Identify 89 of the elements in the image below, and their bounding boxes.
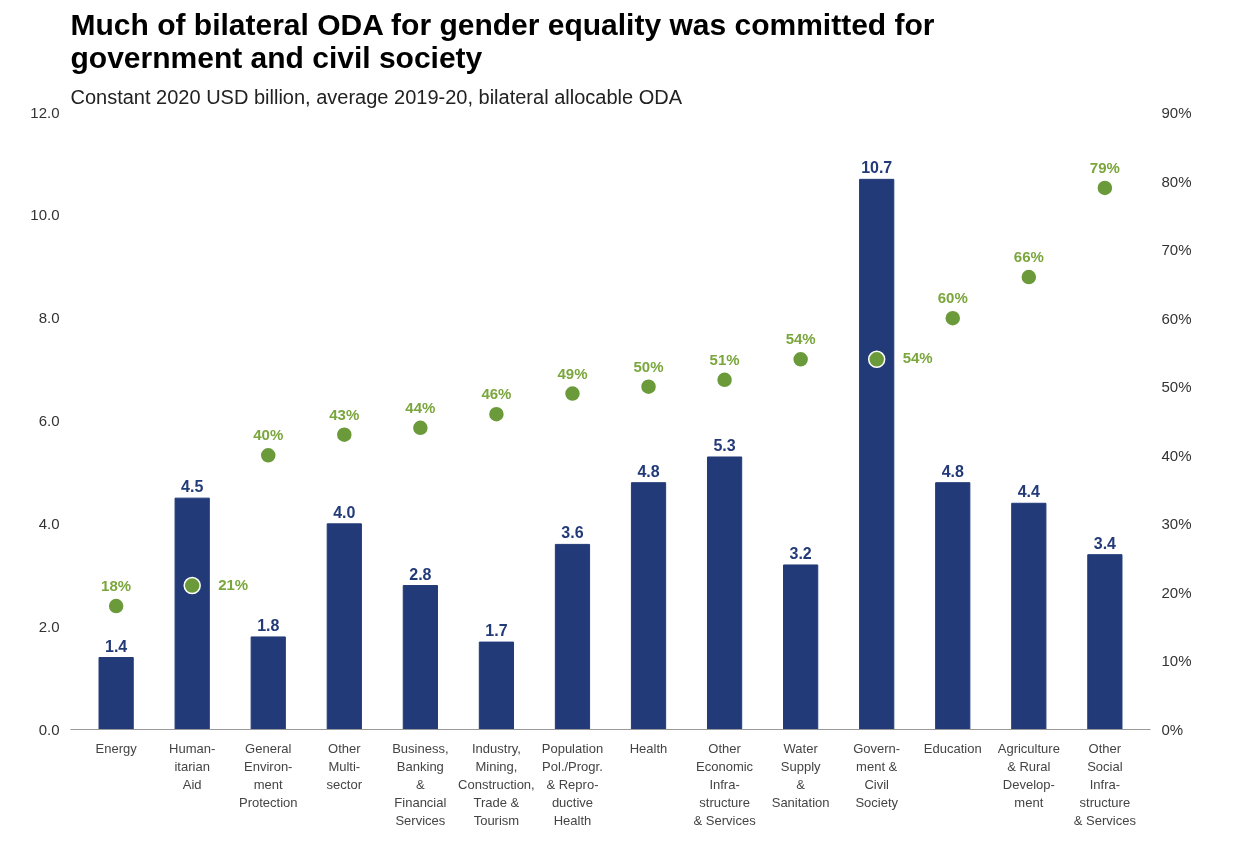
data-label: 21% [218,575,249,593]
point [563,384,582,403]
y2-tick-label: 80% [1161,172,1192,190]
data-label: 44% [405,398,436,416]
bar [783,564,819,730]
y-tick-label: 2.0 [38,617,60,635]
data-label: 50% [633,357,664,375]
data-label: 4.0 [333,503,356,521]
y2-tick-label: 30% [1161,515,1192,533]
data-label: 1.8 [257,616,280,634]
x-tick-label: General Environ- ment Protection [238,740,298,810]
data-label: 49% [557,364,588,382]
data-label: 18% [101,577,132,595]
data-label: 51% [709,350,740,368]
x-tick-label: Business, Banking & Financial Services [392,740,449,828]
data-label: 10.7 [861,159,893,177]
bar [1087,554,1123,730]
data-label: 1.7 [485,622,508,640]
point [639,377,658,396]
point [1096,179,1114,197]
y-tick-label: 0.0 [38,720,60,738]
point [107,597,125,615]
y2-tick-label: 0% [1161,721,1184,738]
bar [935,482,971,730]
bar [1011,502,1047,730]
data-label: 60% [937,289,968,307]
point [715,371,734,389]
data-label: 4.8 [941,462,964,480]
data-label: 1.4 [105,637,128,655]
data-label: 4.8 [637,462,660,480]
data-label: 5.3 [713,436,736,454]
data-label: 46% [481,385,512,403]
x-tick-label: Water Supply & Sanitation [771,740,830,810]
y-tick-label: 8.0 [38,309,60,327]
data-label: 4.5 [181,478,204,496]
bar [174,497,210,730]
bar [402,585,438,730]
y2-tick-label: 70% [1161,241,1192,259]
y-tick-label: 12.0 [30,103,60,121]
bar [706,456,743,730]
x-tick-label: Govern- ment & Civil Society [853,740,901,810]
point [259,446,277,465]
y-tick-label: 6.0 [38,412,60,429]
x-tick-label: Health [629,740,668,756]
x-tick-label: Population Pol./Progr. & Repro- ductive Health [541,740,604,828]
bar [478,641,515,730]
x-tick-label: Other Multi- sector [326,740,363,792]
x-tick-label: Other Economic Infra- structure & Services [693,740,757,828]
data-label: 54% [902,349,933,367]
data-label: 43% [329,405,360,423]
y2-tick-label: 50% [1161,378,1192,396]
point [411,419,430,437]
y2-tick-label: 40% [1161,446,1192,464]
bar [859,178,895,730]
data-label: 40% [253,426,284,444]
x-tick-label: Human- itarian Aid [169,740,216,792]
data-label: 54% [785,330,816,348]
x-tick-label: Agriculture & Rural Develop- ment [997,740,1060,810]
point [487,405,506,423]
y2-tick-label: 90% [1161,104,1192,121]
y2-tick-label: 10% [1161,652,1192,670]
chart-title: Much of bilateral ODA for gender equality was committed for government and civil society [70,7,935,74]
point [1020,268,1038,286]
point [791,350,810,369]
bar [326,523,362,730]
x-tick-label: Energy [95,740,138,756]
x-tick-label: Other Social Infra- structure & Services [1073,740,1137,828]
point [944,309,962,327]
data-label: 66% [1013,248,1044,266]
point [335,425,354,444]
y2-tick-label: 20% [1161,583,1192,601]
y-tick-label: 4.0 [38,514,60,532]
bar [250,636,286,730]
data-label: 4.4 [1017,483,1041,501]
y2-tick-label: 60% [1161,309,1192,327]
x-tick-label: Industry, Mining, Construction, Trade & Tourism [458,740,535,828]
x-tick-label: Education [923,740,982,756]
point [183,576,201,595]
point [867,350,886,369]
data-label: 79% [1089,158,1120,176]
y-tick-label: 10.0 [30,206,60,224]
bar [630,482,667,730]
data-label: 3.2 [789,544,812,562]
bar [554,543,591,730]
chart-subtitle: Constant 2020 USD billion, average 2019-20, bilateral allocable ODA [70,85,683,108]
data-label: 3.4 [1093,534,1117,552]
data-label: 2.8 [409,565,432,583]
data-label: 3.6 [561,524,584,542]
bar [98,657,134,730]
